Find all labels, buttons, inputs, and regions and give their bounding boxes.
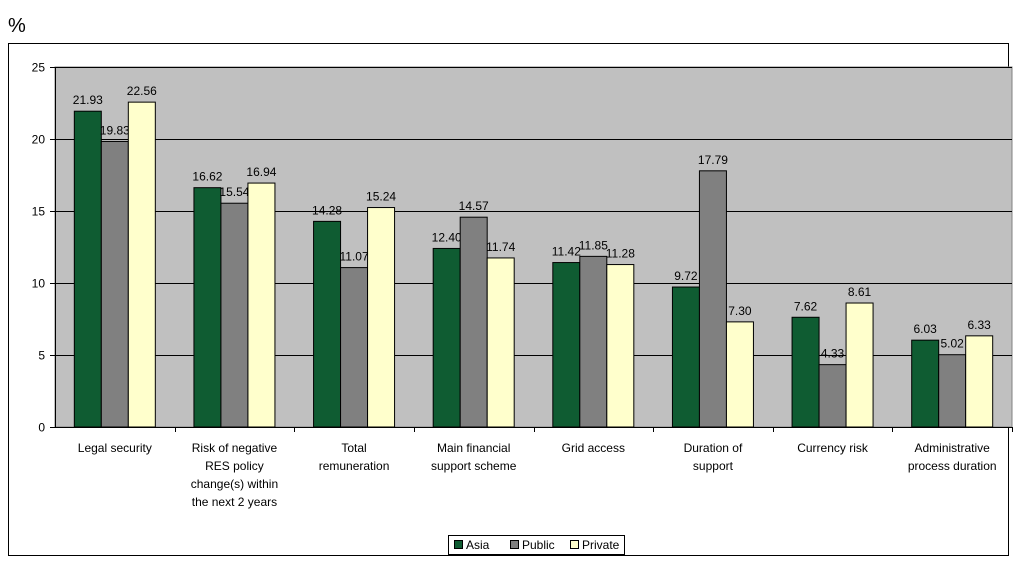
bar-public: [459, 216, 488, 428]
data-label: 14.57: [459, 199, 489, 213]
x-tick-label: support scheme: [431, 459, 517, 473]
bar-asia: [791, 316, 820, 428]
bar-private: [965, 335, 994, 428]
x-tick-label: change(s) within: [191, 477, 278, 491]
data-label: 14.28: [312, 203, 342, 217]
data-label: 11.07: [339, 250, 368, 264]
y-axis-unit-label: %: [8, 15, 26, 37]
bar-public: [220, 202, 249, 428]
legend-swatch-public: [510, 540, 519, 549]
legend-swatch-private: [570, 540, 579, 549]
data-label: 5.02: [941, 337, 965, 351]
x-tick-label: Total: [341, 441, 366, 455]
bar-private: [486, 257, 515, 428]
data-label: 17.79: [698, 153, 728, 167]
data-label: 11.42: [552, 245, 581, 259]
data-label: 11.74: [486, 240, 515, 254]
bar-public: [818, 364, 847, 428]
data-label: 16.62: [192, 170, 222, 184]
x-tick-label: support: [693, 459, 734, 473]
legend-swatch-asia: [454, 540, 463, 549]
y-tick-label: 25: [32, 61, 46, 75]
bar-private: [247, 182, 276, 428]
x-tick-label: Duration of: [684, 441, 743, 455]
bar-asia: [313, 220, 342, 428]
x-tick-label: remuneration: [319, 459, 390, 473]
data-label: 21.93: [73, 93, 103, 107]
legend-label-private: Private: [582, 538, 620, 552]
data-label: 6.03: [914, 322, 938, 336]
legend-label-public: Public: [522, 538, 555, 552]
bar-asia: [552, 262, 581, 428]
legend: [448, 535, 625, 555]
bar-asia: [671, 286, 700, 428]
bar-asia: [911, 339, 940, 428]
bar-private: [606, 264, 635, 428]
bar-asia: [193, 187, 222, 428]
data-label: 11.85: [579, 238, 608, 252]
x-tick-label: Administrative: [915, 441, 991, 455]
bar-public: [100, 140, 129, 428]
bar-asia: [73, 110, 102, 428]
bar-public: [579, 255, 608, 428]
data-label: 15.24: [366, 190, 396, 204]
bar-asia: [432, 247, 461, 428]
data-label: 9.72: [674, 269, 698, 283]
x-tick-label: the next 2 years: [192, 495, 277, 509]
data-label: 12.40: [432, 230, 462, 244]
x-tick-label: Grid access: [562, 441, 625, 455]
bar-private: [845, 302, 874, 428]
legend-label-asia: Asia: [466, 538, 490, 552]
data-label: 8.61: [848, 285, 872, 299]
x-tick-label: Risk of negative: [192, 441, 278, 455]
x-tick-label: Main financial: [437, 441, 510, 455]
data-label: 4.33: [821, 347, 845, 361]
y-tick-label: 20: [32, 133, 46, 147]
data-label: 6.33: [968, 318, 992, 332]
x-tick-label: Currency risk: [797, 441, 869, 455]
data-label: 15.54: [219, 185, 249, 199]
data-label: 19.83: [100, 123, 130, 137]
y-tick-label: 10: [32, 277, 46, 291]
bar-private: [367, 207, 396, 428]
bar-private: [127, 101, 156, 428]
data-label: 16.94: [246, 165, 276, 179]
x-tick-label: RES policy: [205, 459, 264, 473]
bar-public: [698, 170, 727, 428]
y-tick-label: 15: [32, 205, 46, 219]
bar-public: [340, 267, 369, 428]
data-label: 7.62: [794, 299, 818, 313]
x-tick-label: process duration: [908, 459, 997, 473]
y-tick-label: 5: [38, 349, 45, 363]
x-tick-label: Legal security: [78, 441, 152, 455]
data-label: 11.28: [606, 247, 635, 261]
data-label: 22.56: [127, 84, 157, 98]
data-label: 7.30: [728, 304, 752, 318]
bar-public: [938, 354, 967, 428]
bar-private: [725, 321, 754, 428]
y-tick-label: 0: [38, 421, 45, 435]
